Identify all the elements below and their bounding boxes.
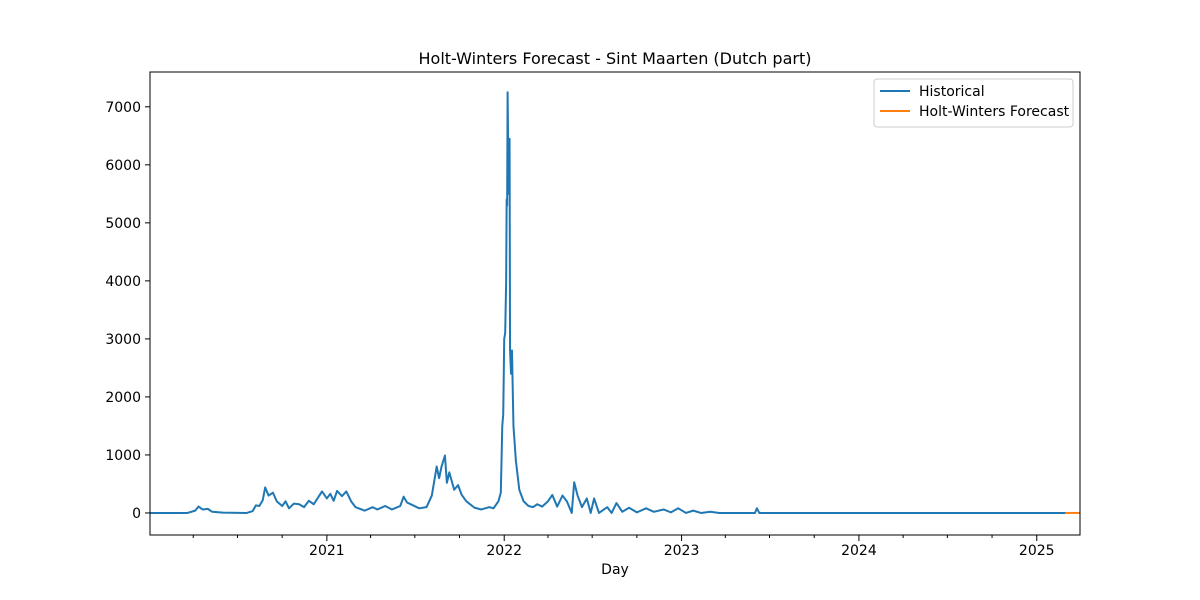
legend-box [873, 78, 1074, 128]
legend-label-historical: Historical [919, 84, 985, 100]
y-axis: 0 1000 2000 3000 4000 5000 6000 7000 [105, 100, 150, 522]
x-axis-title: Day [601, 562, 629, 578]
x-tick-label: 2025 [1019, 543, 1055, 559]
y-tick-label: 4000 [105, 274, 141, 290]
y-tick-label: 6000 [105, 158, 141, 174]
plot-frame [149, 71, 1081, 536]
legend-label-forecast: Holt-Winters Forecast [919, 104, 1070, 120]
y-tick-label: 1000 [105, 448, 141, 464]
series-layer [150, 91, 1080, 514]
x-tick-label: 2023 [664, 543, 700, 559]
x-tick-label: 2022 [486, 543, 522, 559]
y-tick-label: 3000 [105, 332, 141, 348]
plot-area [149, 71, 1081, 536]
y-tick-label: 5000 [105, 216, 141, 232]
y-tick-label: 7000 [105, 100, 141, 116]
chart-title: Holt-Winters Forecast - Sint Maarten (Du… [419, 49, 812, 68]
x-tick-label: 2024 [841, 543, 877, 559]
x-tick-label: 2021 [309, 543, 345, 559]
x-axis: 2021 2022 2023 2024 2025 [192, 535, 1055, 559]
series-line-historical [150, 91, 1066, 514]
y-tick-label: 0 [132, 506, 141, 522]
y-tick-label: 2000 [105, 390, 141, 406]
legend: Historical Holt-Winters Forecast [873, 78, 1074, 128]
